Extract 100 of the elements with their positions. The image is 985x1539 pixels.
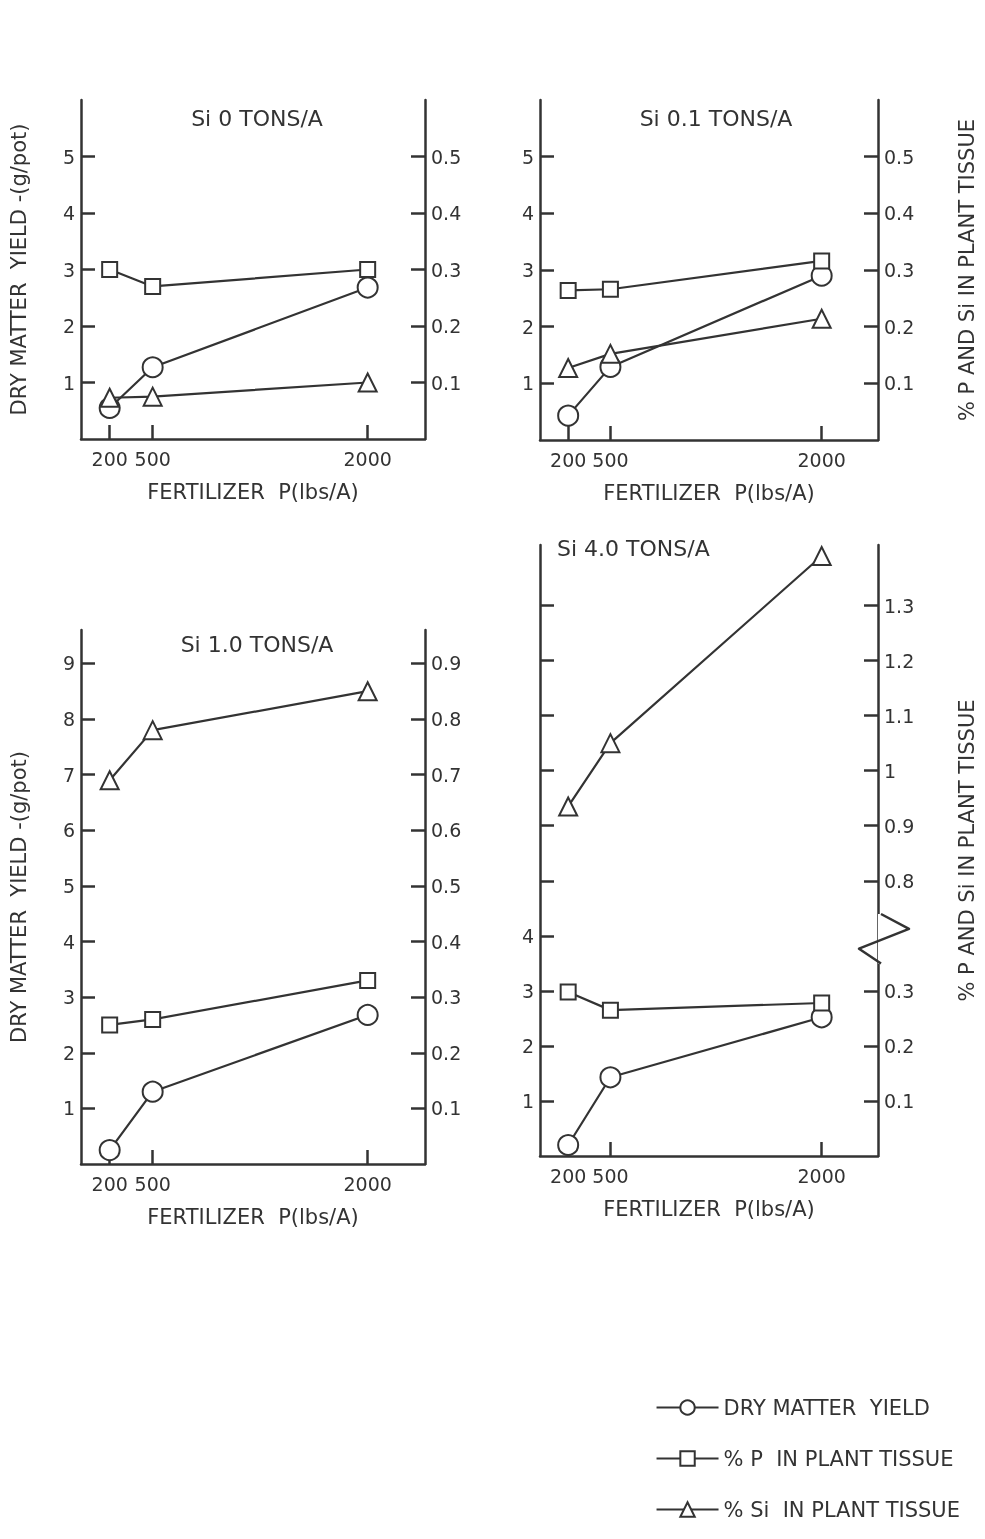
x-tick-label: 500 <box>134 447 171 470</box>
legend-label: % P IN PLANT TISSUE <box>723 1446 954 1471</box>
y-tick-label: 6 <box>62 819 75 842</box>
y2-tick-label: 0.1 <box>431 1097 462 1120</box>
point <box>811 308 832 329</box>
point <box>601 1001 619 1019</box>
point <box>557 1134 580 1156</box>
y2-tick-label: 0.4 <box>431 930 462 953</box>
y-tick-label: 5 <box>62 874 75 897</box>
point <box>101 1016 119 1034</box>
point <box>356 276 379 299</box>
point <box>811 546 832 567</box>
y-tick-label: 1 <box>62 371 75 394</box>
y2-tick-label: 0.2 <box>431 1041 462 1064</box>
y2-tick-label: 0.3 <box>431 258 462 281</box>
point <box>142 386 163 407</box>
y2-tick-label: 0.3 <box>884 259 915 281</box>
y2-tick-label: 0.7 <box>431 763 462 786</box>
point <box>359 971 377 989</box>
y-tick-label: 3 <box>521 979 534 1002</box>
point <box>559 281 577 299</box>
y-tick-label: 2 <box>521 315 534 338</box>
y-tick-label: 7 <box>62 763 75 786</box>
y2-tick-label: 0.2 <box>431 315 462 337</box>
y3-tick-label: 1.2 <box>884 649 915 672</box>
y-tick-label: 1 <box>521 1089 534 1112</box>
y-tick-label: 4 <box>62 930 75 953</box>
x-tick-label: 500 <box>592 1164 629 1187</box>
y2-tick-label: 0.4 <box>431 202 462 224</box>
chart-title: Si 4.0 TONS/A <box>557 535 710 561</box>
y-tick-label: 4 <box>521 924 534 947</box>
x-tick-label: 200 <box>550 448 587 471</box>
y-tick-label: 2 <box>62 1041 75 1064</box>
point <box>99 387 120 408</box>
chart-title: Si 0.1 TONS/A <box>639 105 793 131</box>
x-tick-label: 2000 <box>343 447 392 470</box>
x-tick-label: 2000 <box>797 448 846 471</box>
y2-tick-label: 0.1 <box>884 372 915 395</box>
point <box>557 404 580 427</box>
y2-tick-label: 0.1 <box>884 1089 915 1112</box>
x-axis-title: FERTILIZER P(lbs/A) <box>147 1204 359 1229</box>
x-tick-label: 200 <box>91 447 128 470</box>
point <box>144 277 162 295</box>
y-axis-title: DRY MATTER YIELD -(g/pot) <box>6 751 31 1043</box>
x-axis-title: FERTILIZER P(lbs/A) <box>603 1196 815 1221</box>
y2-tick-label: 0.1 <box>431 371 462 394</box>
x-axis-title: FERTILIZER P(lbs/A) <box>603 480 815 505</box>
y-tick-label: 5 <box>521 145 534 168</box>
y3-tick-label: 0.8 <box>884 869 915 892</box>
point <box>359 261 377 278</box>
x-tick-label: 2000 <box>343 1172 392 1195</box>
point <box>558 796 579 817</box>
point <box>600 733 621 754</box>
y2-axis-title: % P AND Si IN PLANT TISSUE <box>954 118 979 422</box>
y3-tick-label: 1.1 <box>884 704 915 727</box>
y2-tick-label: 0.5 <box>884 145 915 168</box>
point <box>599 1066 622 1089</box>
y2-tick-label: 0.4 <box>884 202 915 225</box>
y2-tick-label: 0.5 <box>431 874 462 897</box>
chart-title: Si 1.0 TONS/A <box>180 631 334 657</box>
legend-label: DRY MATTER YIELD <box>723 1395 930 1420</box>
point <box>141 1080 164 1103</box>
point <box>99 770 120 791</box>
y-tick-label: 5 <box>62 145 75 168</box>
point <box>142 720 163 741</box>
x-axis-title: FERTILIZER P(lbs/A) <box>147 479 359 504</box>
y-tick-label: 4 <box>62 202 75 224</box>
point <box>144 1010 162 1028</box>
x-tick-label: 200 <box>550 1164 587 1187</box>
point <box>356 1003 379 1026</box>
y-tick-label: 9 <box>62 652 75 675</box>
point <box>141 356 164 379</box>
x-tick-label: 500 <box>134 1172 171 1195</box>
y2-tick-label: 0.5 <box>431 145 462 168</box>
y2-tick-label: 0.6 <box>431 819 462 842</box>
chart-title: Si 0 TONS/A <box>191 105 323 131</box>
y-tick-label: 3 <box>62 258 75 281</box>
y2-axis-title: % P AND Si IN PLANT TISSUE <box>954 699 979 1002</box>
point <box>558 358 579 379</box>
legend-label: % Si IN PLANT TISSUE <box>723 1497 960 1522</box>
y2-tick-label: 0.3 <box>431 986 462 1009</box>
x-tick-label: 500 <box>592 448 629 471</box>
y2-tick-label: 0.2 <box>884 1034 915 1057</box>
y2-tick-label: 0.3 <box>884 979 915 1002</box>
y2-tick-label: 0.9 <box>431 652 462 675</box>
y-tick-label: 8 <box>62 708 75 730</box>
point <box>600 343 621 364</box>
y-tick-label: 1 <box>62 1097 75 1120</box>
y-tick-label: 3 <box>521 259 534 281</box>
point <box>813 994 831 1012</box>
point <box>559 983 577 1001</box>
point <box>601 280 619 298</box>
x-tick-label: 2000 <box>797 1164 846 1187</box>
y-tick-label: 2 <box>521 1034 534 1057</box>
y-tick-label: 4 <box>521 202 534 225</box>
point <box>357 681 378 702</box>
y3-tick-label: 1.3 <box>884 594 915 617</box>
y2-tick-label: 0.2 <box>884 315 915 338</box>
y-tick-label: 2 <box>62 315 75 337</box>
y-tick-label: 3 <box>62 986 75 1009</box>
